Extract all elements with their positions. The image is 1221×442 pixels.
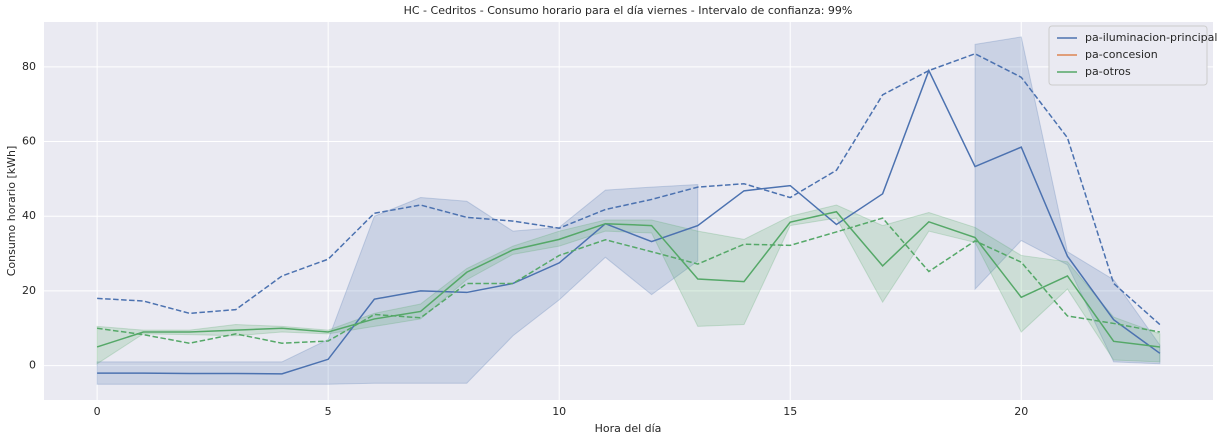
confidence-band — [974, 36, 1161, 365]
confidence-band — [96, 183, 699, 385]
confidence-band — [96, 204, 1161, 365]
series-line — [96, 210, 1160, 348]
y-tick-label: 20 — [22, 284, 36, 297]
plot-area — [44, 22, 1213, 400]
series-line — [97, 68, 1161, 375]
legend-box — [1048, 25, 1208, 86]
x-tick-label: 10 — [552, 405, 566, 418]
x-tick-label: 15 — [783, 405, 797, 418]
legend-label: pa-concesion — [1085, 48, 1158, 61]
x-tick-label: 5 — [325, 405, 332, 418]
y-tick-label: 0 — [29, 359, 36, 372]
x-axis-label: Hora del día — [595, 422, 662, 435]
legend-label: pa-otros — [1085, 65, 1131, 78]
x-tick-label: 0 — [94, 405, 101, 418]
y-tick-label: 40 — [22, 209, 36, 222]
chart-title: HC - Cedritos - Consumo horario para el … — [404, 4, 853, 17]
y-tick-label: 60 — [22, 135, 36, 148]
x-tick-label: 20 — [1014, 405, 1028, 418]
legend-label: pa-iluminacion-principal — [1085, 31, 1217, 44]
y-axis-label: Consumo horario [kWh] — [5, 146, 18, 277]
y-tick-label: 80 — [22, 60, 36, 73]
reference-line — [97, 52, 1161, 326]
reference-line — [97, 217, 1160, 344]
